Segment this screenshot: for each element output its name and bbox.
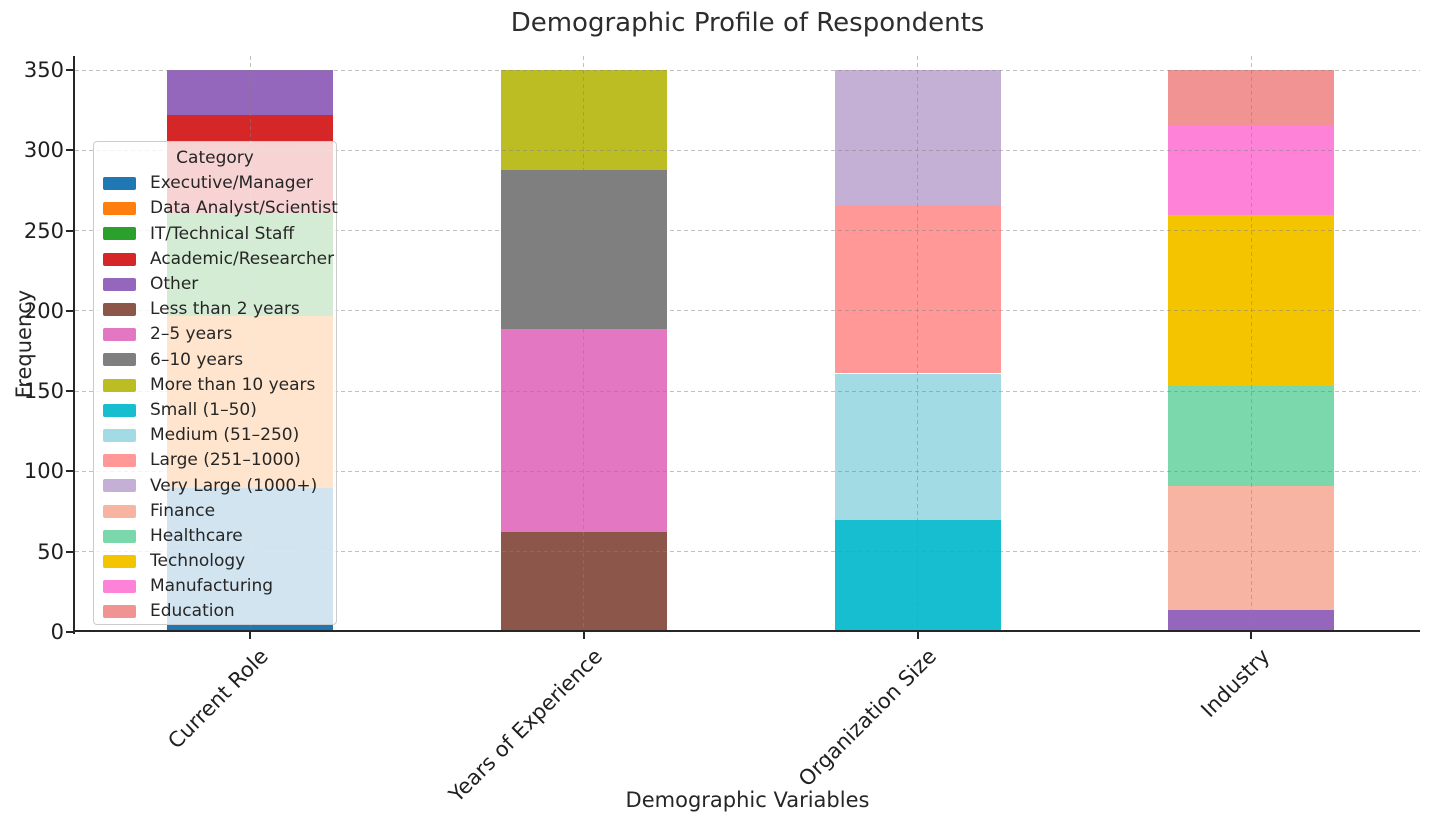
legend-swatch	[103, 580, 136, 594]
legend-row: Small (1–50)	[94, 398, 336, 423]
x-axis-spine	[73, 630, 1420, 632]
legend-swatch	[103, 529, 136, 543]
v-gridline	[917, 56, 919, 632]
x-axis-label: Demographic Variables	[625, 788, 870, 812]
legend-swatch	[103, 554, 136, 568]
x-category-label: Industry	[1196, 644, 1275, 723]
legend-row: Very Large (1000+)	[94, 473, 336, 498]
legend-label: Large (251–1000)	[150, 450, 301, 471]
y-tick-label: 0	[50, 620, 64, 644]
y-tick-label: 100	[23, 459, 64, 484]
x-tick-mark	[249, 632, 251, 639]
y-tick-label: 200	[23, 298, 64, 323]
legend-label: 6–10 years	[150, 349, 244, 370]
legend-row: Data Analyst/Scientist	[94, 196, 338, 221]
legend-swatch	[103, 277, 136, 291]
legend-label: IT/Technical Staff	[150, 223, 295, 244]
chart-title: Demographic Profile of Respondents	[510, 8, 985, 38]
legend-label: Other	[150, 274, 199, 294]
legend-label: Technology	[150, 551, 246, 572]
legend-label: Less than 2 years	[150, 299, 300, 320]
legend-label: Finance	[150, 500, 216, 521]
y-tick-label: 250	[23, 218, 64, 243]
legend-swatch	[103, 177, 136, 191]
y-tick-mark	[66, 470, 73, 473]
x-category-label: Organization Size	[793, 644, 941, 792]
y-tick-label: 50	[37, 539, 64, 564]
h-gridline	[75, 69, 1420, 71]
h-gridline	[75, 310, 1420, 312]
legend-row: Academic/Researcher	[94, 247, 336, 272]
legend-label: Healthcare	[150, 525, 243, 546]
legend-row: Large (251–1000)	[94, 448, 336, 473]
x-tick-mark	[916, 632, 919, 639]
legend-swatch	[103, 605, 136, 619]
legend-title: Category	[176, 148, 254, 168]
y-tick-mark	[66, 149, 73, 152]
legend-label: Executive/Manager	[150, 173, 314, 194]
legend-row: Finance	[94, 498, 336, 523]
legend-row: IT/Technical Staff	[94, 221, 336, 246]
x-tick-mark	[582, 632, 585, 639]
x-category-label: Current Role	[163, 644, 273, 754]
y-tick-label: 300	[23, 138, 64, 163]
x-category-label: Years of Experience	[444, 644, 607, 807]
y-tick-mark	[66, 229, 73, 232]
legend-row: 2–5 years	[94, 322, 336, 347]
legend-row: Executive/Manager	[94, 171, 336, 196]
legend: Category Executive/Manager Data Analyst/S…	[93, 141, 338, 625]
legend-label: Small (1–50)	[150, 399, 257, 420]
legend-swatch	[103, 227, 136, 241]
legend-swatch	[103, 252, 136, 266]
legend-row: 6–10 years	[94, 347, 336, 372]
legend-label: Manufacturing	[150, 576, 274, 597]
legend-swatch	[103, 454, 136, 468]
legend-label: Very Large (1000+)	[150, 475, 318, 496]
legend-row: Medium (51–250)	[94, 423, 336, 448]
legend-row: Manufacturing	[94, 574, 336, 599]
legend-row: Healthcare	[94, 524, 336, 549]
v-gridline	[583, 56, 585, 632]
x-tick-mark	[1250, 632, 1253, 639]
legend-label: Academic/Researcher	[150, 248, 335, 269]
h-gridline	[75, 149, 1420, 151]
h-gridline	[75, 470, 1420, 472]
h-gridline	[75, 551, 1420, 553]
legend-swatch	[103, 504, 136, 518]
legend-label: Education	[150, 601, 235, 622]
legend-row: Education	[94, 599, 336, 624]
y-tick-mark	[66, 309, 73, 312]
y-tick-mark	[66, 550, 73, 553]
legend-swatch	[103, 353, 136, 367]
y-tick-label: 150	[23, 379, 64, 404]
legend-label: Medium (51–250)	[150, 425, 300, 446]
legend-swatch	[103, 202, 136, 216]
h-gridline	[75, 230, 1420, 232]
legend-swatch	[103, 428, 136, 442]
legend-row: Technology	[94, 549, 336, 574]
legend-label: Data Analyst/Scientist	[150, 198, 338, 219]
legend-rows: Executive/Manager Data Analyst/Scientist I…	[94, 171, 338, 624]
h-gridline	[75, 390, 1420, 392]
y-axis-label: Frequency	[12, 289, 36, 399]
legend-row: More than 10 years	[94, 373, 336, 398]
y-tick-label: 350	[23, 58, 64, 82]
legend-label: 2–5 years	[150, 324, 233, 345]
legend-swatch	[103, 479, 136, 493]
v-gridline	[1250, 56, 1252, 632]
legend-swatch	[103, 378, 136, 392]
legend-swatch	[103, 303, 136, 317]
legend-swatch	[103, 328, 136, 342]
y-tick-mark	[66, 69, 73, 71]
legend-label: More than 10 years	[150, 374, 316, 395]
legend-row: Less than 2 years	[94, 297, 336, 322]
y-tick-mark	[66, 390, 73, 393]
legend-row: Other	[94, 272, 336, 297]
y-tick-mark	[66, 631, 73, 633]
legend-swatch	[103, 403, 136, 417]
y-axis-spine	[73, 56, 75, 634]
